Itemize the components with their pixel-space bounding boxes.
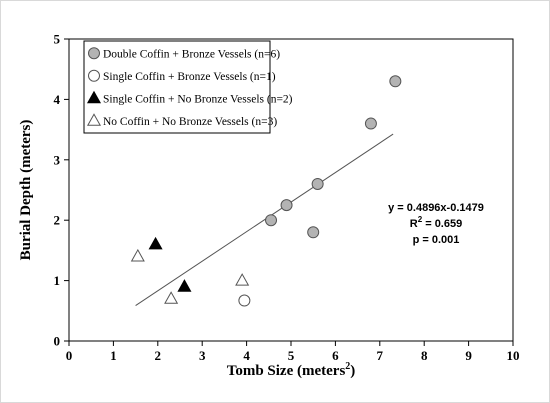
x-tick-label: 0 [66,348,73,363]
data-point [148,236,163,250]
x-tick-label: 3 [199,348,206,363]
x-tick-label: 9 [465,348,472,363]
data-points [130,75,402,307]
y-tick-label: 3 [54,152,61,167]
x-tick-label: 8 [421,348,428,363]
trendline [135,133,394,306]
y-tick-label: 5 [54,32,61,47]
regression-equation: y = 0.4896x-0.1479 [388,202,484,214]
x-tick-label: 4 [243,348,250,363]
y-axis-ticks: 0 1 2 3 4 5 [54,32,69,349]
x-axis-ticks: 0 1 2 3 4 5 6 7 8 9 10 [66,341,520,363]
data-point [164,291,179,304]
x-tick-label: 7 [377,348,384,363]
x-tick-label: 1 [110,348,117,363]
y-tick-label: 0 [54,334,61,349]
data-point [311,177,324,190]
data-point [307,226,320,239]
legend-label: Single Coffin + No Bronze Vessels (n=2) [103,93,293,105]
legend: Double Coffin + Bronze Vessels (n=6) Sing… [83,40,293,134]
legend-marker [86,90,102,104]
legend-label: Single Coffin + Bronze Vessels (n=1) [103,71,276,83]
data-point [238,294,251,307]
data-point [389,75,402,88]
data-point [364,117,377,130]
legend-marker [86,113,102,126]
x-tick-label: 10 [507,348,520,363]
legend-marker [88,47,100,60]
data-point [177,279,192,292]
data-point [265,214,278,227]
data-point [130,248,145,262]
legend-label: Double Coffin + Bronze Vessels (n=6) [103,48,280,60]
regression-stats: y = 0.4896x-0.1479 R2 = 0.659 p = 0.001 [388,202,484,246]
y-tick-label: 1 [54,273,61,288]
x-axis-title: Tomb Size (meters2) [227,361,356,379]
x-tick-label: 6 [332,348,339,363]
y-tick-label: 2 [54,213,61,228]
y-axis-title: Burial Depth (meters) [18,120,34,261]
data-point [280,199,293,212]
y-tick-label: 4 [54,92,61,107]
x-tick-label: 2 [155,348,162,363]
p-value: p = 0.001 [413,234,460,246]
legend-label: No Coffin + No Bronze Vessels (n=3) [103,116,277,128]
data-point [235,273,250,286]
legend-marker [88,69,100,82]
r-squared: R2 = 0.659 [410,215,462,230]
legend-box [83,40,271,134]
x-tick-label: 5 [288,348,295,363]
